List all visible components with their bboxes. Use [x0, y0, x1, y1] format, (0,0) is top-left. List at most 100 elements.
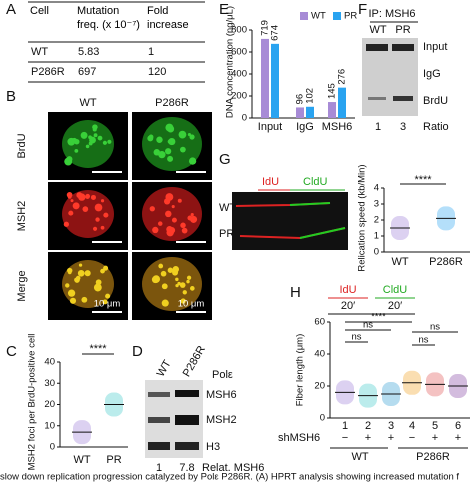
band: [366, 44, 388, 51]
focus: [90, 194, 96, 200]
y-tick-label: 0: [242, 113, 247, 124]
label: DNA concentration (ng/μL): [225, 6, 236, 118]
band-label: MSH6: [206, 389, 237, 401]
focus: [160, 270, 167, 277]
column-label: P286R: [155, 97, 189, 109]
row-label: BrdU: [423, 95, 448, 107]
legend-label: PR: [344, 11, 357, 22]
label: MSH2 foci per BrdU-positive cell: [27, 334, 38, 471]
focus: [156, 136, 163, 143]
focus: [92, 226, 98, 231]
focus: [75, 275, 81, 281]
focus: [152, 226, 159, 234]
ratio: 7.8: [179, 462, 194, 474]
treatment-sign: −: [342, 432, 348, 444]
focus: [161, 283, 168, 290]
focus: [67, 270, 72, 275]
y-tick-label: 40: [314, 349, 325, 360]
x-tick-label: PR: [106, 454, 121, 466]
focus: [157, 221, 163, 226]
focus: [179, 282, 186, 288]
y-tick-label: 2: [374, 215, 379, 226]
x-tick-label: 1: [342, 420, 348, 432]
focus: [182, 290, 187, 295]
y-tick-label: 20: [44, 399, 55, 410]
fiber-image: [232, 192, 348, 250]
y-tick-label: 40: [44, 357, 55, 368]
focus: [165, 210, 172, 218]
y-tick-label: 60: [314, 317, 325, 328]
band: [175, 442, 199, 450]
label: MSH2: [16, 201, 28, 232]
focus: [107, 139, 112, 144]
focus: [105, 293, 111, 299]
bar: [296, 107, 304, 118]
focus: [188, 157, 197, 165]
focus: [179, 146, 186, 153]
label: BrdU: [16, 133, 28, 158]
caption: slow down replication progression cataly…: [0, 472, 459, 482]
band: [175, 415, 199, 425]
focus: [93, 283, 102, 292]
focus: [178, 130, 187, 139]
focus: [63, 221, 70, 227]
treatment-sign: +: [388, 432, 394, 444]
time-label: 20′: [341, 300, 355, 312]
focus: [171, 217, 177, 223]
focus: [71, 137, 78, 144]
y-tick-label: 200: [231, 91, 247, 102]
x-tick-label: 5: [432, 420, 438, 432]
focus: [166, 225, 173, 233]
focus: [67, 194, 72, 199]
focus: [189, 286, 195, 291]
focus: [100, 199, 105, 203]
legend-swatch: [300, 12, 308, 20]
focus: [163, 198, 171, 205]
value-label: 719: [260, 20, 271, 36]
focus: [172, 269, 179, 276]
table-cell: 1: [148, 46, 154, 58]
table-cell: 5.83: [78, 46, 99, 58]
label: A: [6, 1, 16, 18]
label: E: [219, 1, 229, 18]
focus: [70, 199, 74, 203]
nucleus: [62, 120, 114, 168]
nucleus: [62, 190, 114, 238]
table-header-text: Fold increase: [147, 5, 189, 31]
focus: [76, 192, 83, 199]
x-tick-label: IgG: [296, 121, 314, 133]
column-label: P286R: [181, 344, 208, 379]
focus: [74, 148, 79, 153]
focus: [191, 218, 196, 223]
treatment-sign: +: [365, 432, 371, 444]
y-tick-label: 10: [44, 420, 55, 431]
label: Merge: [16, 270, 28, 301]
focus: [167, 125, 175, 133]
focus: [85, 194, 90, 199]
band: [148, 417, 170, 423]
focus: [186, 275, 192, 280]
significance: ****: [414, 174, 432, 186]
x-tick-label: MSH6: [322, 121, 353, 133]
scale-bar-label: 10 μm: [178, 299, 205, 310]
focus: [77, 269, 85, 277]
column-label: WT: [79, 97, 96, 109]
focus: [171, 205, 175, 209]
table-cell: P286R: [31, 66, 65, 78]
focus: [82, 206, 89, 212]
focus: [69, 297, 77, 304]
focus: [89, 136, 96, 144]
label: Relication speed (kb/Min): [357, 164, 368, 271]
focus: [187, 133, 191, 137]
table-cell: 120: [148, 66, 166, 78]
focus: [81, 296, 88, 303]
pulse-label: IdU: [339, 284, 356, 296]
focus: [180, 222, 186, 229]
y-tick-label: 0: [320, 413, 325, 424]
pulse-label: CldU: [303, 176, 328, 188]
table-header-text: Mutation freq. (x 10⁻⁷): [77, 5, 140, 31]
ratio-label: Ratio: [423, 121, 449, 133]
focus: [167, 155, 174, 162]
x-tick-label: 4: [409, 420, 415, 432]
